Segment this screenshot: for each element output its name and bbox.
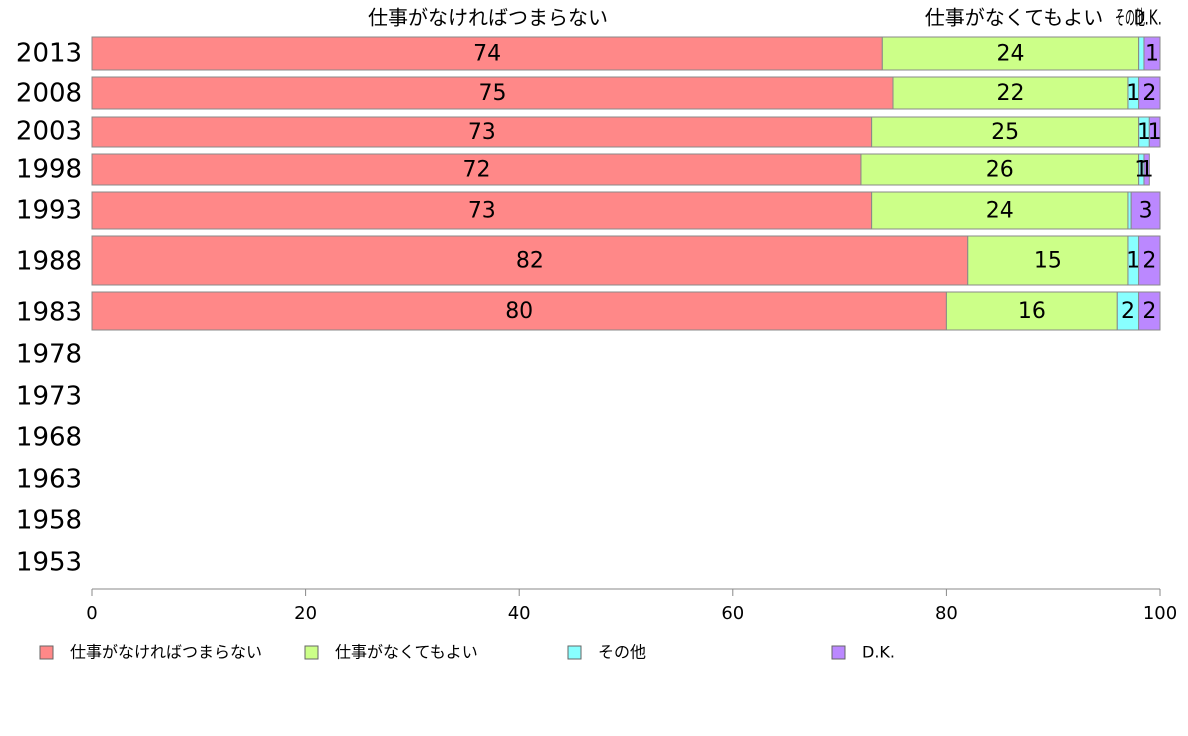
data-label: 2 — [1142, 81, 1156, 106]
legend-swatch — [831, 645, 846, 660]
data-label: 73 — [468, 199, 496, 224]
data-label: 2 — [1142, 299, 1156, 324]
data-label: 2 — [1121, 299, 1135, 324]
bar-segment — [967, 235, 1129, 286]
bar-segment — [892, 76, 1129, 110]
data-label: 1 — [1137, 120, 1151, 145]
data-label: 15 — [1034, 249, 1062, 274]
bar-segment — [1138, 235, 1161, 286]
data-label: 1 — [1140, 158, 1154, 183]
bar-segment — [91, 235, 969, 286]
data-label: 82 — [516, 249, 544, 274]
category-label: 1973 — [16, 382, 82, 412]
data-label: 1 — [1126, 249, 1140, 274]
data-label: 1 — [1148, 120, 1162, 145]
bar-segment — [91, 191, 873, 230]
bar-segment — [1143, 36, 1161, 71]
legend-swatch — [304, 645, 319, 660]
bar-segment — [945, 291, 1118, 331]
data-label: 80 — [505, 299, 533, 324]
x-tick-label: 60 — [721, 603, 744, 624]
x-tick-label: 40 — [508, 603, 531, 624]
bar-segment — [871, 116, 1140, 148]
bar-segment — [1138, 36, 1145, 71]
x-tick-label: 80 — [935, 603, 958, 624]
legend-label: 仕事がなければつまらない — [70, 643, 262, 662]
legend-swatch — [39, 645, 54, 660]
data-label: 72 — [462, 158, 490, 183]
category-label: 1978 — [16, 340, 82, 370]
bar-segment — [1138, 76, 1161, 110]
data-label: 1 — [1145, 42, 1159, 67]
legend-label: 仕事がなくてもよい — [335, 643, 478, 662]
data-label: 24 — [986, 199, 1014, 224]
data-label: 16 — [1018, 299, 1046, 324]
category-label: 1998 — [16, 155, 82, 185]
data-label: 22 — [996, 81, 1024, 106]
data-label: 73 — [468, 120, 496, 145]
bar-segment — [91, 116, 873, 148]
top-label-3: その他 — [1115, 6, 1145, 30]
data-label: 26 — [986, 158, 1014, 183]
bar-segment — [1130, 191, 1161, 230]
category-label: 2003 — [16, 117, 82, 147]
top-label-1: 仕事がなければつまらない — [368, 6, 608, 30]
bar-segment — [1148, 116, 1161, 148]
category-label: 1953 — [16, 548, 82, 578]
data-label: 25 — [991, 120, 1019, 145]
legend-label: D.K. — [862, 643, 895, 662]
category-label: 1983 — [16, 298, 82, 328]
category-label: 1963 — [16, 465, 82, 495]
bar-segment — [1143, 153, 1150, 186]
category-label: 2013 — [16, 39, 82, 69]
bar-segment — [860, 153, 1140, 186]
bar-segment — [881, 36, 1140, 71]
data-label: 2 — [1142, 249, 1156, 274]
data-label: 75 — [479, 81, 507, 106]
category-label: 2008 — [16, 79, 82, 109]
x-tick-label: 20 — [294, 603, 317, 624]
data-label: 74 — [473, 42, 501, 67]
x-tick-label: 0 — [86, 603, 97, 624]
data-label: 3 — [1139, 199, 1153, 224]
legend-swatch — [567, 645, 582, 660]
bar-segment — [91, 291, 947, 331]
data-label: 24 — [996, 42, 1024, 67]
top-label-2: 仕事がなくてもよい — [925, 6, 1103, 30]
category-label: 1993 — [16, 196, 82, 226]
category-label: 1958 — [16, 506, 82, 536]
top-label-4: D.K. — [1134, 6, 1162, 30]
category-label: 1988 — [16, 247, 82, 277]
bar-segment — [91, 36, 883, 71]
legend-label: その他 — [598, 643, 646, 662]
category-label: 1968 — [16, 423, 82, 453]
x-tick-label: 100 — [1143, 603, 1177, 624]
bar-segment — [1138, 291, 1161, 331]
data-label: 1 — [1126, 81, 1140, 106]
